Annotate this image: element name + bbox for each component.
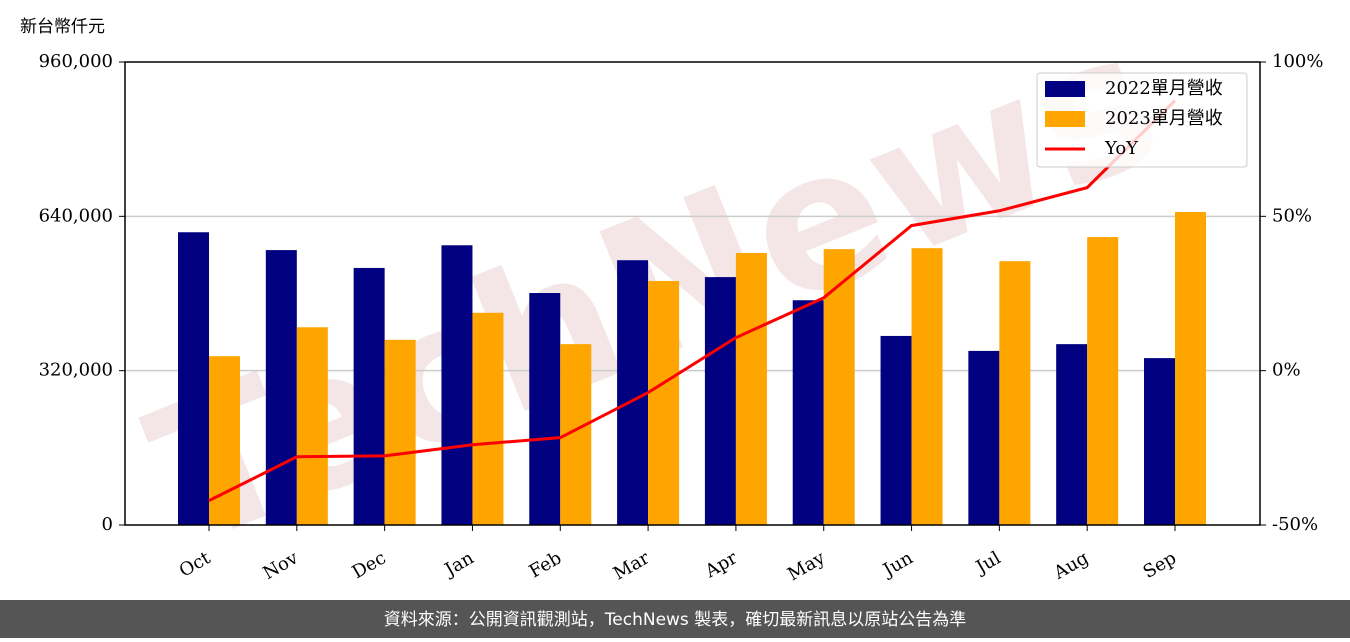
bar (968, 350, 1000, 525)
legend-label: YoY (1104, 138, 1139, 159)
y-tick-label: 960,000 (39, 51, 113, 72)
legend (1036, 72, 1248, 168)
x-tick-label: Feb (526, 547, 566, 582)
y2-tick-label: -50% (1272, 514, 1318, 535)
x-tick-label: Mar (610, 547, 654, 584)
legend-label: 2022單月營收 (1105, 78, 1223, 99)
bar (823, 249, 855, 526)
bar (353, 267, 385, 525)
bar (296, 327, 328, 525)
x-tick-label: Aug (1050, 547, 1093, 584)
unit-label: 新台幣仟元 (20, 17, 105, 37)
plot-frame (124, 61, 1261, 526)
bar (999, 261, 1031, 525)
x-tick-label: Jul (971, 547, 1005, 579)
x-tick-label: Jun (878, 547, 917, 582)
x-tick-label: Dec (349, 547, 390, 583)
y2-tick-label: 0% (1272, 360, 1301, 381)
bar (1087, 237, 1119, 525)
y-tick-label: 640,000 (39, 205, 113, 226)
line (208, 99, 1177, 502)
y2-tick-label: 50% (1272, 205, 1312, 226)
bar (178, 232, 209, 525)
bar (704, 277, 736, 525)
bar (880, 335, 912, 525)
bar (441, 245, 473, 526)
bar (472, 312, 504, 525)
footer-bar (0, 600, 1350, 638)
bar (1056, 344, 1088, 525)
legend-label: 2023單月營收 (1105, 108, 1223, 129)
x-tick-label: Sep (1140, 547, 1180, 582)
bar (265, 250, 297, 525)
footer: 資料來源：公開資訊觀測站，TechNews 製表，確切最新訊息以原站公告為準 (384, 610, 966, 630)
y-tick-label: 320,000 (39, 360, 113, 381)
bar (735, 252, 767, 526)
bar (1175, 211, 1206, 525)
x-tick-label: May (784, 547, 829, 585)
bar (1144, 358, 1175, 525)
legend-swatch (1045, 111, 1085, 127)
bar (911, 248, 943, 525)
bar (384, 339, 416, 525)
bar (792, 300, 824, 525)
x-tick-label: Jan (440, 547, 478, 581)
legend-swatch (1045, 81, 1085, 97)
x-tick-label: Apr (701, 547, 741, 582)
y-tick-label: 0 (102, 514, 113, 535)
bar (617, 260, 649, 525)
bar (529, 293, 561, 525)
y2-tick-label: 100% (1272, 51, 1323, 72)
bar (648, 280, 680, 525)
